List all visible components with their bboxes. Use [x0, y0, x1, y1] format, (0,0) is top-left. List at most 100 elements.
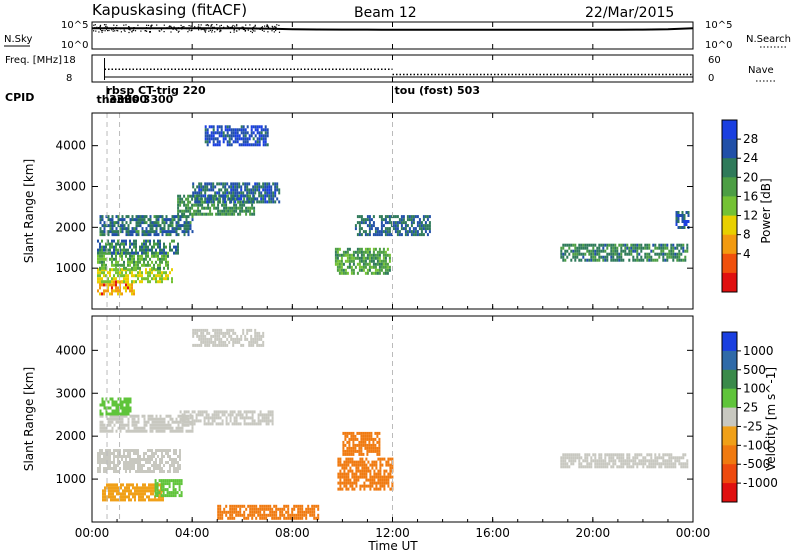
scatter-cell [161, 423, 164, 427]
scatter-cell [574, 243, 577, 247]
scatter-cell [604, 258, 607, 262]
scatter-cell [271, 507, 274, 511]
scatter-cell [378, 259, 381, 263]
scatter-cell [115, 227, 118, 231]
scatter-cell [203, 422, 206, 426]
scatter-cell [165, 254, 167, 258]
scatter-cell [352, 253, 355, 257]
scatter-cell [124, 498, 126, 502]
scatter-cell [177, 455, 179, 458]
scatter-cell [111, 251, 113, 255]
scatter-cell [238, 340, 241, 344]
scatter-cell [266, 194, 269, 198]
scatter-cell [139, 224, 142, 228]
scatter-cell [245, 422, 248, 426]
scatter-cell [237, 200, 240, 204]
scatter-cell [360, 434, 363, 438]
scatter-cell [157, 423, 160, 427]
scatter-cell [125, 470, 127, 473]
scatter-cell [215, 197, 218, 201]
noise-point [177, 31, 179, 33]
scatter-cell [171, 239, 173, 243]
scatter-cell [588, 258, 591, 262]
noise-point [115, 26, 117, 29]
scatter-cell [158, 491, 161, 495]
scatter-cell [181, 422, 184, 426]
scatter-cell [241, 416, 244, 420]
scatter-cell [109, 412, 112, 416]
scatter-cell [222, 331, 225, 335]
scatter-cell [143, 230, 146, 234]
scatter-cell [364, 443, 367, 447]
scatter-cell [234, 194, 237, 198]
scatter-cell [334, 256, 337, 260]
scatter-cell [159, 449, 161, 452]
scatter-cell [131, 449, 133, 452]
scatter-cell [644, 243, 647, 247]
scatter-cell [366, 271, 369, 275]
scatter-cell [175, 461, 177, 464]
scatter-cell [262, 188, 265, 192]
scatter-cell [349, 481, 352, 485]
scatter-cell [378, 431, 381, 435]
scatter-cell [141, 274, 143, 278]
scatter-cell [660, 465, 663, 469]
scatter-cell [160, 494, 163, 498]
noise-point [146, 30, 148, 32]
scatter-cell [117, 414, 120, 418]
scatter-cell [147, 449, 149, 452]
scatter-cell [384, 230, 387, 234]
scatter-cell [378, 250, 381, 254]
scatter-cell [192, 194, 195, 198]
scatter-cell [107, 283, 109, 287]
scatter-cell [107, 458, 109, 461]
scatter-cell [155, 268, 157, 272]
scatter-cell [195, 416, 198, 420]
scatter-cell [156, 482, 159, 486]
scatter-cell [406, 218, 409, 222]
scatter-cell [260, 334, 263, 338]
scatter-cell [242, 140, 245, 144]
scatter-cell [125, 423, 128, 427]
scatter-cell [158, 498, 160, 502]
scatter-cell [155, 461, 157, 464]
scatter-cell [271, 419, 274, 423]
scatter-cell [173, 420, 176, 424]
scatter-cell [129, 406, 132, 410]
scatter-cell [380, 221, 383, 225]
scatter-cell [392, 215, 395, 219]
scatter-cell [179, 224, 182, 228]
scatter-cell [636, 246, 639, 250]
scatter-cell [276, 182, 279, 186]
scatter-cell [167, 414, 170, 418]
scatter-cell [246, 194, 249, 198]
scatter-cell [109, 461, 111, 464]
scatter-cell [352, 434, 355, 438]
scatter-cell [99, 414, 102, 418]
scatter-cell [365, 472, 368, 476]
noise-point [200, 29, 202, 31]
colorbar-tick-label: -1000 [743, 476, 778, 490]
scatter-cell [341, 463, 344, 467]
y-tick-label: 3000 [55, 180, 86, 194]
scatter-cell [109, 449, 111, 452]
scatter-cell [115, 464, 117, 467]
scatter-cell [640, 249, 643, 253]
scatter-cell [167, 260, 169, 264]
scatter-cell [215, 416, 218, 420]
scatter-cell [133, 420, 136, 424]
scatter-cell [105, 455, 107, 458]
scatter-cell [113, 277, 115, 281]
scatter-cell [183, 224, 186, 228]
scatter-cell [373, 469, 376, 473]
scatter-cell [250, 328, 253, 332]
scatter-cell [185, 410, 188, 414]
scatter-cell [225, 203, 228, 207]
scatter-cell [149, 470, 151, 473]
scatter-cell [582, 465, 585, 469]
scatter-cell [141, 426, 144, 430]
colorbar-tick-label: 16 [743, 189, 758, 203]
scatter-cell [222, 182, 225, 186]
scatter-cell [658, 243, 661, 247]
scatter-cell [652, 462, 655, 466]
